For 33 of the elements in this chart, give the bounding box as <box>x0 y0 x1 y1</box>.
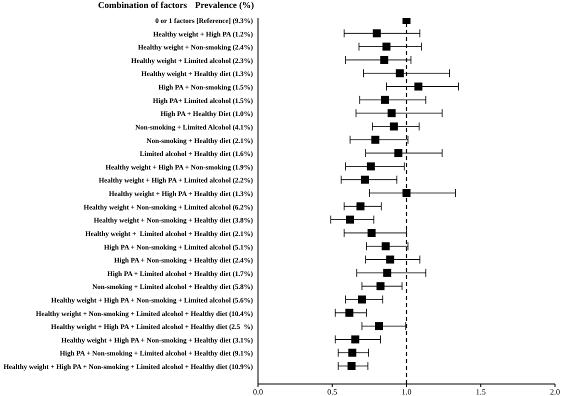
point <box>402 189 410 198</box>
point <box>366 162 375 170</box>
y-axis-title: Combination of factors <box>98 0 187 10</box>
point <box>380 56 388 64</box>
point <box>346 216 354 224</box>
point <box>376 282 385 290</box>
point <box>375 322 384 330</box>
point <box>372 29 381 38</box>
point <box>388 109 396 118</box>
point <box>345 308 354 317</box>
point <box>383 268 392 277</box>
point <box>382 242 390 250</box>
point <box>390 122 398 130</box>
point <box>414 82 422 91</box>
point <box>386 256 394 264</box>
x-tick-label: 2.0 <box>550 388 560 396</box>
point <box>380 96 389 104</box>
point <box>358 295 366 304</box>
x-tick-label: 0.0 <box>253 388 263 396</box>
x-tick-label: 1.0 <box>402 388 412 396</box>
point <box>396 69 404 78</box>
x-tick-label: 0.5 <box>327 388 338 396</box>
x-tick-label: 1.5 <box>476 388 486 396</box>
point <box>348 362 356 370</box>
point <box>394 149 402 158</box>
text: Prevalence (%) <box>195 0 254 10</box>
point <box>360 176 369 184</box>
point <box>371 136 380 144</box>
point <box>382 42 390 51</box>
point <box>348 348 356 357</box>
point <box>356 202 364 210</box>
point <box>368 228 376 237</box>
point <box>351 335 360 344</box>
